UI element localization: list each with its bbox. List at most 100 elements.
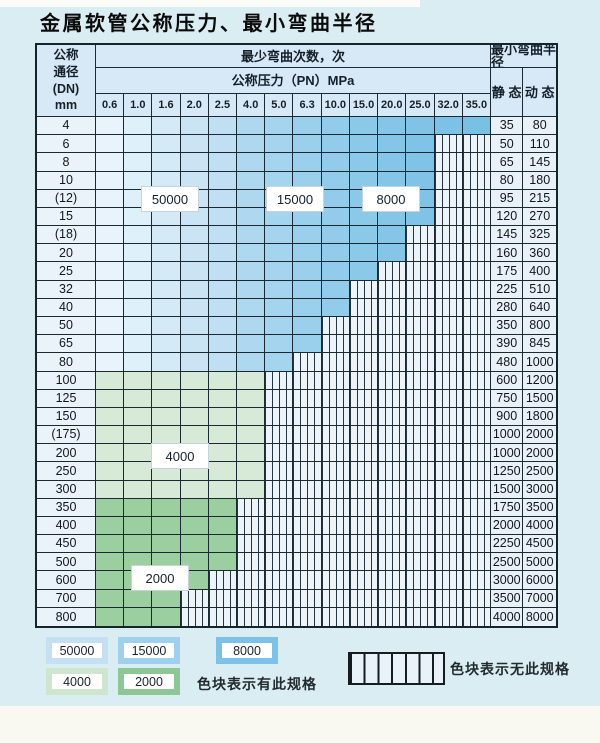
dn-cell: (175) xyxy=(37,426,96,445)
legend-no-spec-note: 色块表示无此规格 xyxy=(450,661,570,677)
spec-cell xyxy=(152,371,181,390)
spec-cell xyxy=(349,153,379,172)
no-spec-cell xyxy=(462,571,491,590)
no-spec-cell xyxy=(406,444,435,463)
spec-cell xyxy=(124,444,153,463)
spec-cell xyxy=(124,462,153,481)
no-spec-cell xyxy=(406,226,435,245)
no-spec-cell xyxy=(293,389,322,408)
spec-cell xyxy=(265,298,294,317)
spec-cell xyxy=(349,135,379,154)
dynamic-column-header: 动 态 xyxy=(523,68,556,117)
no-spec-cell xyxy=(349,553,379,572)
no-spec-cell xyxy=(462,262,491,281)
static-radius-cell: 1000 xyxy=(490,444,524,463)
no-spec-cell xyxy=(349,535,379,554)
no-spec-cell xyxy=(434,480,463,499)
spec-cell xyxy=(208,244,238,263)
no-spec-cell xyxy=(406,389,435,408)
dn-cell: 250 xyxy=(37,462,96,481)
static-radius-cell: 350 xyxy=(490,316,524,336)
pressure-col-header: 25.0 xyxy=(406,94,435,117)
spec-cell xyxy=(124,117,153,136)
spec-cell xyxy=(152,407,181,427)
spec-cell xyxy=(152,226,181,245)
no-spec-cell xyxy=(321,553,350,572)
no-spec-cell xyxy=(293,498,322,517)
spec-cell xyxy=(293,244,322,263)
no-spec-cell xyxy=(462,171,491,190)
dn-cell: 25 xyxy=(37,262,96,281)
spec-cell xyxy=(124,153,153,172)
spec-cell xyxy=(208,262,238,281)
static-radius-cell: 145 xyxy=(490,226,524,245)
no-spec-cell xyxy=(434,516,463,536)
no-spec-cell xyxy=(349,298,379,317)
no-spec-cell xyxy=(293,535,322,554)
no-spec-cell xyxy=(434,189,463,208)
spec-cell xyxy=(152,498,181,517)
spec-cell xyxy=(96,535,125,554)
dn-cell: 600 xyxy=(37,571,96,590)
static-radius-cell: 280 xyxy=(490,298,524,317)
no-spec-cell xyxy=(349,371,379,390)
no-spec-cell xyxy=(321,353,350,372)
no-spec-cell xyxy=(321,607,350,626)
no-spec-cell xyxy=(237,516,266,536)
no-spec-cell xyxy=(378,589,407,608)
dn-cell: 8 xyxy=(37,153,96,172)
spec-cell xyxy=(349,207,379,227)
spec-cell xyxy=(152,135,181,154)
spec-cell xyxy=(321,207,350,227)
spec-cell xyxy=(124,535,153,554)
spec-cell xyxy=(237,226,266,245)
pressure-col-header: 1.0 xyxy=(124,94,153,117)
spec-cell xyxy=(96,571,125,590)
spec-cell xyxy=(124,280,153,299)
page-title: 金属软管公称压力、最小弯曲半径 xyxy=(40,13,378,35)
static-radius-cell: 35 xyxy=(490,117,524,136)
dynamic-radius-cell: 5000 xyxy=(523,553,556,572)
radius-header: 最小弯曲半径 xyxy=(490,45,556,68)
dynamic-radius-cell: 3500 xyxy=(523,498,556,517)
no-spec-cell xyxy=(265,444,294,463)
no-spec-cell xyxy=(321,498,350,517)
static-radius-cell: 50 xyxy=(490,135,524,154)
dn-cell: 150 xyxy=(37,407,96,427)
no-spec-cell xyxy=(349,316,379,336)
dynamic-radius-cell: 1000 xyxy=(523,353,556,372)
spec-table: 公称 通径 (DN) mm 最少弯曲次数，次 最小弯曲半径 公称压力（PN）MPa 静 态动 … xyxy=(35,43,558,628)
spec-cell xyxy=(96,371,125,390)
no-spec-cell xyxy=(265,607,294,626)
dynamic-radius-cell: 400 xyxy=(523,262,556,281)
spec-cell xyxy=(321,135,350,154)
no-spec-cell xyxy=(321,444,350,463)
no-spec-cell xyxy=(378,426,407,445)
legend-swatch-4000: 4000 xyxy=(46,668,108,695)
no-spec-cell xyxy=(321,480,350,499)
spec-cell xyxy=(152,262,181,281)
spec-cell xyxy=(378,244,407,263)
spec-cell xyxy=(124,353,153,372)
no-spec-cell xyxy=(434,316,463,336)
spec-cell xyxy=(152,516,181,536)
spec-cell xyxy=(208,207,238,227)
dn-cell: 65 xyxy=(37,335,96,354)
no-spec-cell xyxy=(349,444,379,463)
spec-cell xyxy=(96,589,125,608)
no-spec-cell xyxy=(293,516,322,536)
spec-cell xyxy=(208,535,238,554)
dynamic-radius-cell: 4000 xyxy=(523,516,556,536)
no-spec-cell xyxy=(378,444,407,463)
no-spec-cell xyxy=(434,226,463,245)
no-spec-cell xyxy=(208,571,238,590)
spec-cell xyxy=(321,189,350,208)
spec-cell xyxy=(237,244,266,263)
spec-cell xyxy=(180,280,209,299)
no-spec-cell xyxy=(378,298,407,317)
spec-cell xyxy=(237,280,266,299)
spec-cell xyxy=(265,262,294,281)
spec-cell xyxy=(349,262,379,281)
dynamic-radius-cell: 180 xyxy=(523,171,556,190)
no-spec-cell xyxy=(321,589,350,608)
